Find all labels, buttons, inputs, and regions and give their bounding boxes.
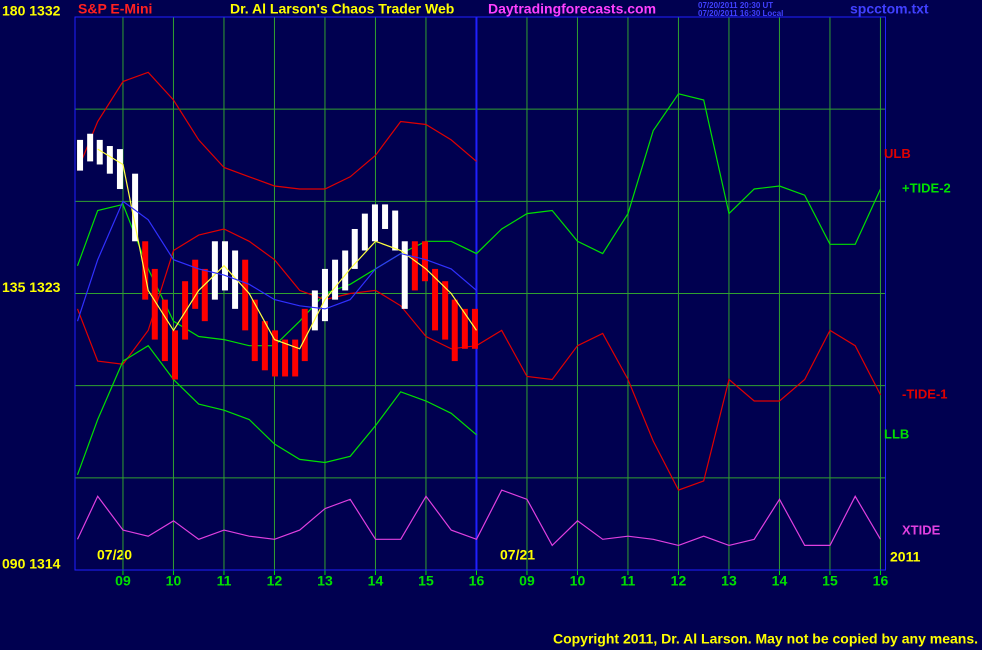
x-tick-label: 11 <box>621 573 636 589</box>
price-bar <box>332 259 339 300</box>
legend-label: -TIDE-1 <box>902 386 948 401</box>
x-tick-label: 10 <box>570 573 586 589</box>
x-tick-label: 10 <box>166 573 182 589</box>
symbol: S&P E-Mini <box>78 1 152 17</box>
x-tick-label: 15 <box>822 573 838 589</box>
plot-border <box>74 16 886 571</box>
price-bar <box>311 290 318 331</box>
price-bar <box>342 250 349 291</box>
chart-title: Dr. Al Larson's Chaos Trader Web <box>230 1 454 17</box>
price-bar <box>271 330 278 377</box>
price-bar <box>161 299 168 362</box>
x-tick-label: 12 <box>267 573 283 589</box>
x-tick-label: 12 <box>671 573 687 589</box>
annotation: 2011 <box>890 549 921 565</box>
price-bar <box>382 204 389 229</box>
price-bar <box>292 339 299 377</box>
timestamp: 07/20/2011 16:30 Local <box>698 9 783 18</box>
price-bar <box>221 241 228 291</box>
price-bar <box>116 149 123 190</box>
legend-label: LLB <box>884 426 909 441</box>
overlay-line <box>76 200 477 322</box>
price-bar <box>171 330 178 380</box>
price-bar <box>361 213 368 251</box>
price-bar <box>261 321 268 371</box>
series-line <box>76 93 882 347</box>
price-bar <box>392 210 399 251</box>
x-tick-label: 09 <box>115 573 131 589</box>
price-bar <box>142 241 149 300</box>
x-tick-label: 09 <box>519 573 535 589</box>
price-bar <box>201 268 208 322</box>
price-bar <box>192 259 199 309</box>
timestamp: 07/20/2011 20:30 UT <box>698 1 773 10</box>
x-tick-label: 15 <box>418 573 434 589</box>
price-bar <box>421 241 428 282</box>
overlay-line <box>97 148 477 350</box>
price-bar <box>87 133 94 162</box>
price-bar <box>282 339 289 377</box>
x-tick-label: 14 <box>368 573 384 589</box>
site: Daytradingforecasts.com <box>488 1 656 17</box>
x-tick-label: 11 <box>217 573 232 589</box>
price-bar <box>442 281 449 340</box>
series-line <box>76 489 882 547</box>
price-bar <box>182 281 189 340</box>
x-tick-label: 13 <box>317 573 333 589</box>
annotation: 07/21 <box>500 547 535 563</box>
price-bar <box>77 139 84 171</box>
copyright: Copyright 2011, Dr. Al Larson. May not b… <box>553 631 978 647</box>
price-bar <box>401 241 408 309</box>
price-bar <box>461 308 468 349</box>
x-tick-label: 16 <box>469 573 485 589</box>
x-tick-label: 16 <box>873 573 889 589</box>
legend-label: ULB <box>884 146 911 161</box>
price-bar <box>106 146 113 174</box>
x-tick-label: 13 <box>721 573 737 589</box>
series-line <box>76 71 477 190</box>
price-bar <box>132 173 139 242</box>
price-bar <box>432 268 439 331</box>
price-bar <box>242 259 249 331</box>
price-bar <box>96 139 103 165</box>
y-tick-label: 135 1323 <box>2 279 61 295</box>
annotation: 07/20 <box>97 547 132 563</box>
x-tick-label: 14 <box>772 573 788 589</box>
file-name: spcctom.txt <box>850 1 929 17</box>
price-bar <box>211 241 218 300</box>
price-bar <box>451 299 458 362</box>
y-tick-label: 180 1332 <box>2 3 61 19</box>
series-line <box>76 344 477 476</box>
price-bar <box>151 268 158 340</box>
y-tick-label: 090 1314 <box>2 556 61 572</box>
legend-label: +TIDE-2 <box>902 180 951 195</box>
price-bar <box>371 204 378 242</box>
price-bar <box>251 299 258 362</box>
price-bar <box>351 228 358 269</box>
price-bar <box>321 268 328 322</box>
price-bar <box>411 241 418 291</box>
legend-label: XTIDE <box>902 523 941 538</box>
price-bar <box>301 308 308 362</box>
